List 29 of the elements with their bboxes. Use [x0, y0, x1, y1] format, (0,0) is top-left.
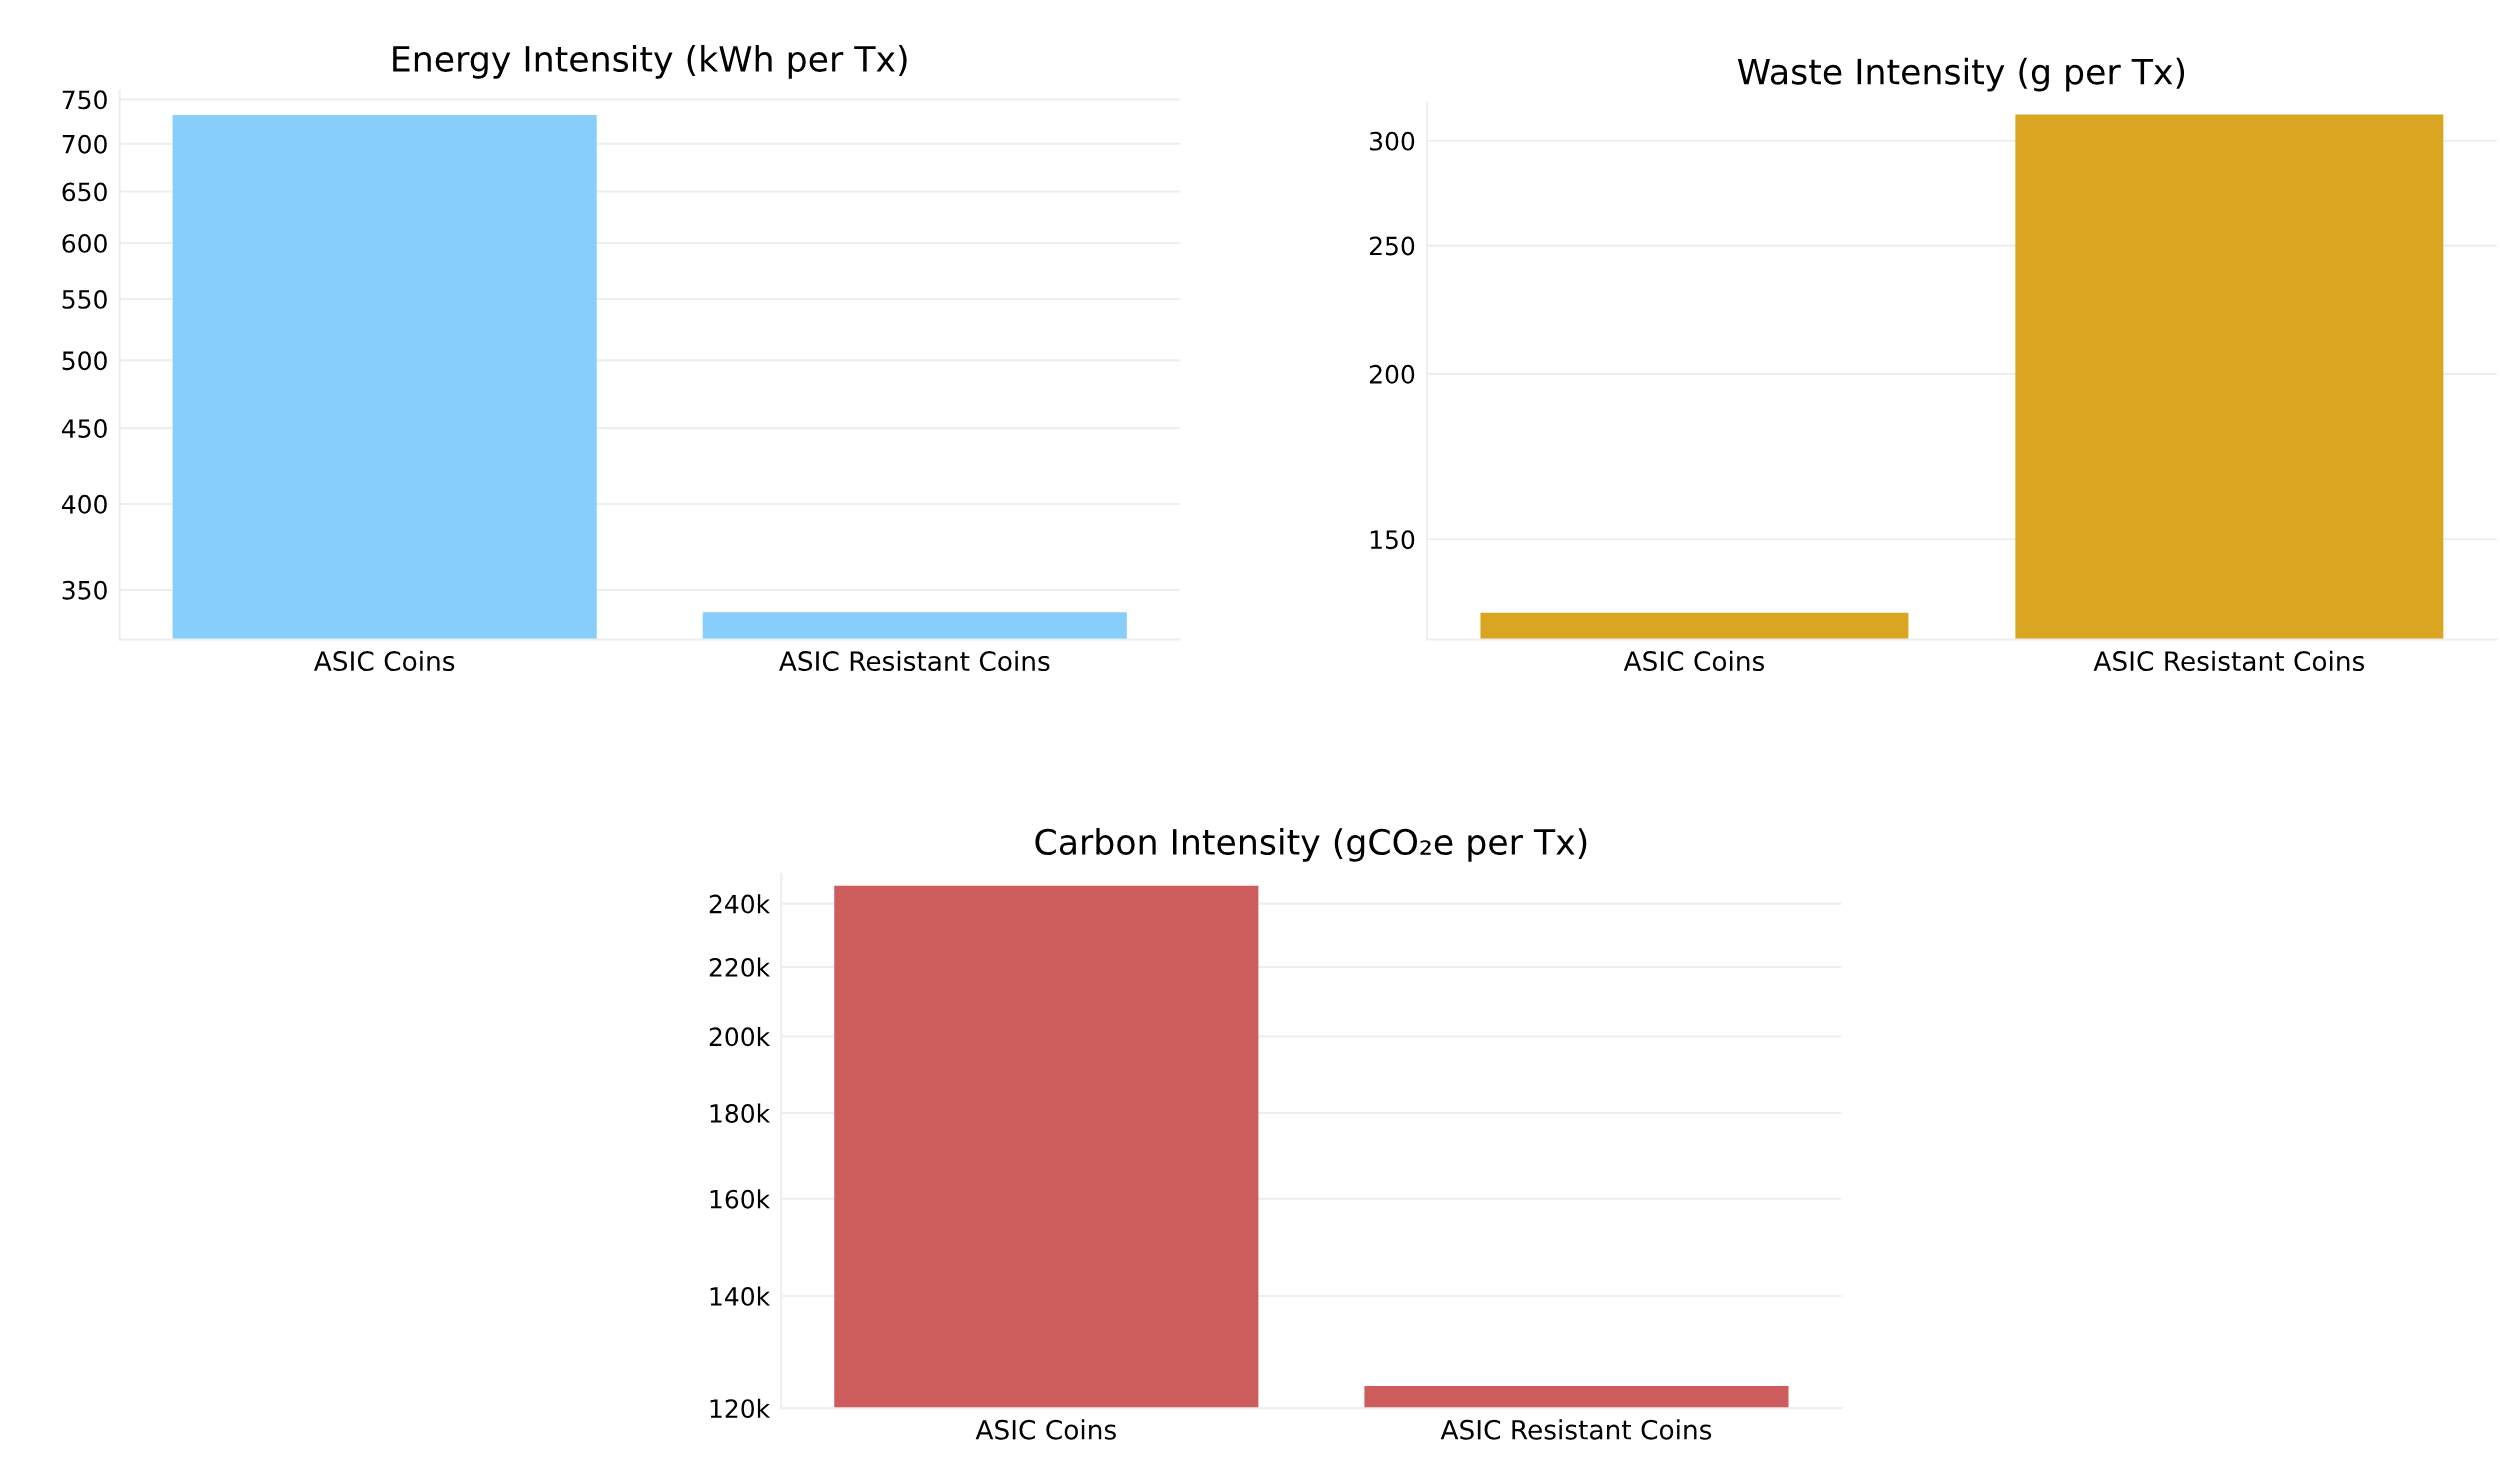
x-tick-label: ASIC Coins [1623, 650, 1765, 672]
y-tick-label: 600 [62, 233, 107, 253]
y-tick-label: 200 [1369, 364, 1415, 384]
x-tick-label: ASIC Coins [975, 1419, 1116, 1440]
y-tick-label: 750 [62, 90, 107, 110]
y-tick-label: 240k [709, 894, 771, 914]
y-tick-label: 140k [710, 1286, 771, 1306]
y-tick-label: 300 [1370, 131, 1415, 151]
y-tick-label: 250 [1369, 236, 1415, 256]
chart-title: Energy Intensity (kWh per Tx) [393, 45, 907, 79]
y-tick-label: 700 [62, 134, 107, 154]
x-tick-label: ASIC Resistant Coins [779, 650, 1050, 672]
y-tick-label: 450 [61, 419, 107, 438]
x-tick-label: ASIC Resistant Coins [1440, 1419, 1712, 1440]
y-tick-label: 350 [62, 580, 107, 600]
y-tick-label: 120k [710, 1398, 771, 1419]
y-tick-label: 180k [710, 1103, 771, 1123]
chart-title: Carbon Intensity (gCO₂e per Tx) [1035, 828, 1587, 862]
chart-title: Waste Intensity (g per Tx) [1737, 57, 2185, 92]
y-tick-label: 650 [62, 182, 107, 202]
y-tick-label: 550 [62, 289, 107, 309]
x-tick-label: ASIC Resistant Coins [2093, 650, 2365, 672]
y-tick-label: 220k [709, 957, 771, 977]
y-tick-label: 200k [709, 1026, 771, 1047]
y-tick-label: 160k [710, 1189, 771, 1209]
y-tick-label: 400 [61, 494, 107, 514]
y-tick-label: 500 [62, 351, 107, 371]
y-tick-label: 150 [1370, 530, 1415, 550]
x-tick-label: ASIC Coins [313, 650, 455, 672]
